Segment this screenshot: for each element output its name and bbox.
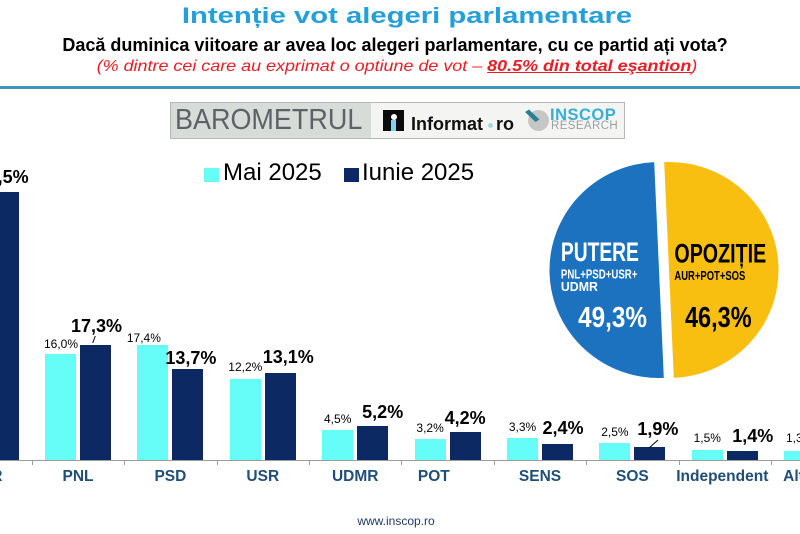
svg-text:PNL+PSD+USR+: PNL+PSD+USR+ [561,266,638,281]
svg-text:UDMR: UDMR [561,279,599,294]
svg-text:49,3%: 49,3% [578,302,647,334]
svg-text:AUR+POT+SOS: AUR+POT+SOS [674,268,745,283]
svg-text:46,3%: 46,3% [685,302,752,334]
svg-text:PUTERE: PUTERE [561,237,639,267]
svg-text:OPOZIȚIE: OPOZIȚIE [674,238,766,268]
